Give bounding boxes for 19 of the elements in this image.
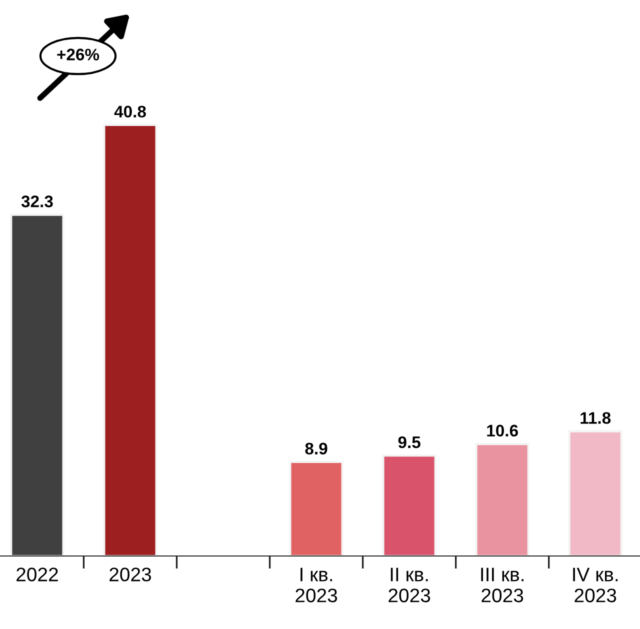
data-label: 10.6 — [487, 424, 518, 437]
text: +26% — [57, 48, 100, 60]
bar — [10, 214, 64, 556]
x-tick-label: I кв. 2023 — [296, 568, 338, 602]
data-label: 40.8 — [114, 106, 146, 118]
data-label: 8.9 — [305, 442, 328, 455]
bar — [103, 124, 158, 556]
x-tick-label: IV кв. 2023 — [573, 568, 618, 602]
x-tick-label: 2023 — [110, 568, 152, 582]
x-tick-label: III кв. 2023 — [481, 568, 524, 602]
data-label: 32.3 — [21, 196, 53, 208]
data-label: 11.8 — [580, 412, 611, 424]
x-tick-label: II кв. 2023 — [388, 568, 430, 602]
bar — [289, 460, 344, 556]
bar — [382, 454, 436, 556]
bar — [475, 442, 530, 556]
bar — [568, 430, 622, 556]
x-tick-label: 2022 — [16, 568, 58, 582]
data-label: 9.5 — [398, 436, 420, 448]
